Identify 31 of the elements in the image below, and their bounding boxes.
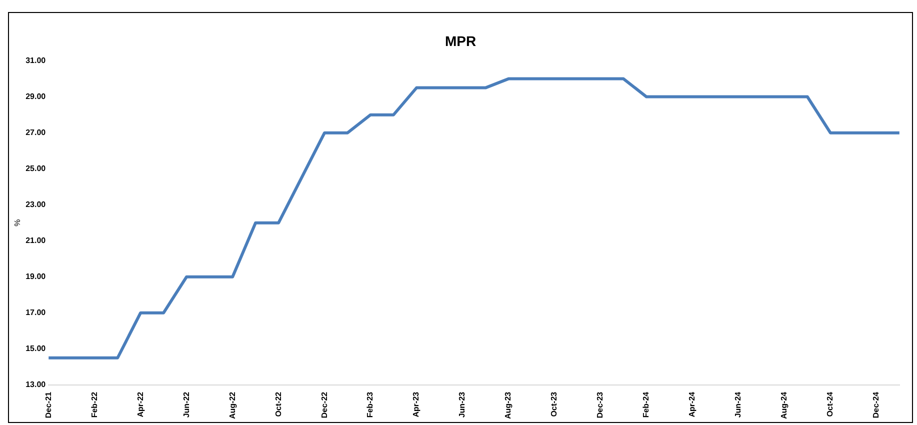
x-tick-label: Aug-23 [504, 391, 513, 420]
x-tick-label: Apr-24 [688, 391, 697, 418]
x-tick-label: Aug-22 [228, 391, 237, 420]
x-tick-label: Dec-24 [872, 391, 881, 418]
x-tick-label: Aug-24 [780, 391, 789, 420]
x-tick-label: Feb-23 [366, 391, 375, 418]
x-tick-label: Oct-22 [274, 391, 283, 417]
x-tick-label: Feb-24 [642, 391, 651, 418]
x-tick-label: Oct-24 [826, 391, 835, 417]
y-axis-title: % [13, 219, 22, 226]
y-tick-label: 23.00 [26, 200, 46, 210]
y-tick-label: 31.00 [26, 56, 46, 66]
x-tick-label: Feb-22 [90, 391, 99, 418]
x-tick-label: Apr-22 [136, 391, 145, 418]
y-tick-label: 19.00 [26, 272, 46, 282]
x-tick-label: Jun-24 [734, 391, 743, 418]
x-tick-label: Oct-23 [550, 391, 559, 417]
x-tick-label: Dec-22 [320, 391, 329, 418]
y-tick-label: 29.00 [26, 92, 46, 102]
y-tick-label: 15.00 [26, 344, 46, 354]
y-tick-label: 17.00 [26, 308, 46, 318]
x-tick-label: Jun-22 [182, 391, 191, 418]
x-tick-label: Dec-23 [596, 391, 605, 418]
y-tick-label: 27.00 [26, 128, 46, 138]
y-tick-label: 13.00 [26, 380, 46, 390]
x-tick-label: Jun-23 [458, 391, 467, 418]
chart-title: MPR [444, 33, 478, 49]
x-tick-label: Apr-23 [412, 391, 421, 418]
x-tick-label: Dec-21 [44, 391, 53, 418]
y-tick-label: 21.00 [26, 236, 46, 246]
y-tick-label: 25.00 [26, 164, 46, 174]
